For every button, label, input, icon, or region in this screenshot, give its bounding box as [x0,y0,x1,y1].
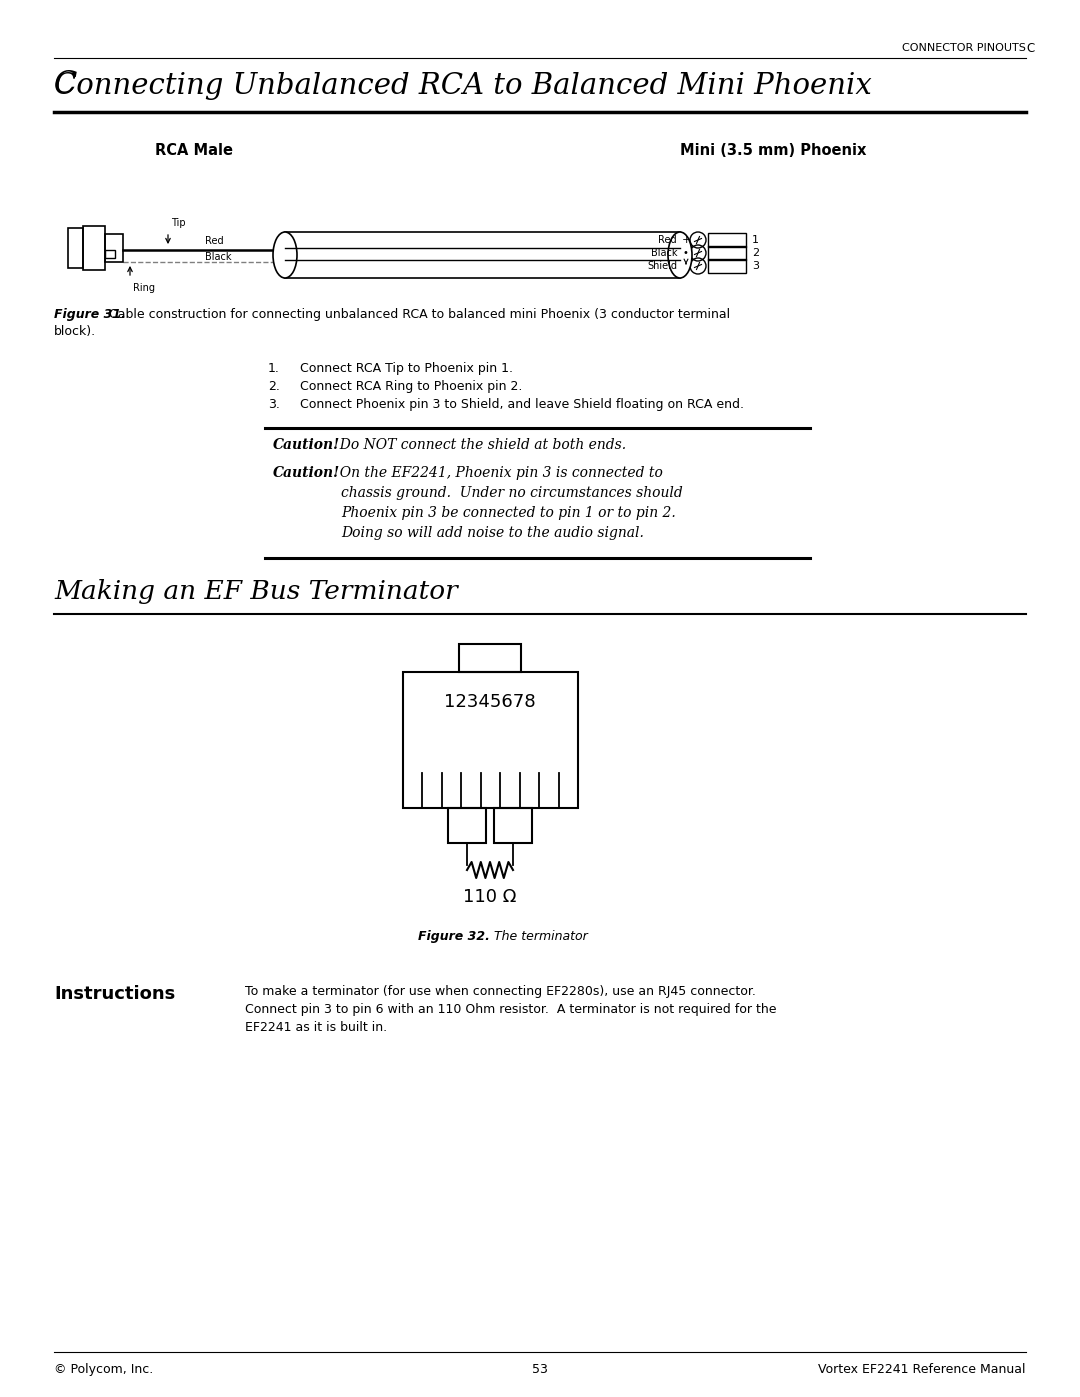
Text: Caution!: Caution! [273,439,340,453]
Text: RCA Male: RCA Male [156,142,233,158]
Bar [708,258,746,272]
Text: Red: Red [659,235,677,244]
Text: Instructions: Instructions [54,985,175,1003]
Text: Caution!: Caution! [273,467,340,481]
Text: +: + [681,235,691,244]
Text: © Polycom, Inc.: © Polycom, Inc. [54,1363,153,1376]
Text: Connect RCA Ring to Phoenix pin 2.: Connect RCA Ring to Phoenix pin 2. [300,380,523,393]
Text: C: C [54,68,78,101]
Text: chassis ground.  Under no circumstances should: chassis ground. Under no circumstances s… [341,486,683,500]
Text: Connect RCA Tip to Phoenix pin 1.: Connect RCA Tip to Phoenix pin 1. [300,362,513,374]
Text: Connecting Unbalanced RCA to Balanced Mini Phoenix: Connecting Unbalanced RCA to Balanced Mi… [54,73,872,101]
Text: Mini (3.5 mm) Phoenix: Mini (3.5 mm) Phoenix [680,142,866,158]
Text: block).: block). [54,326,96,338]
Text: Cable construction for connecting unbalanced RCA to balanced mini Phoenix (3 con: Cable construction for connecting unbala… [109,307,730,321]
Text: 3.: 3. [268,398,280,411]
Text: Making an EF Bus Terminator: Making an EF Bus Terminator [54,578,458,604]
Text: •: • [681,249,688,258]
Text: EF2241 as it is built in.: EF2241 as it is built in. [245,1021,387,1034]
Text: To make a terminator (for use when connecting EF2280s), use an RJ45 connector.: To make a terminator (for use when conne… [245,985,756,997]
Text: Figure 32.: Figure 32. [418,930,490,943]
Text: The terminator: The terminator [490,930,588,943]
Text: Figure 31.: Figure 31. [54,307,126,321]
Text: Black: Black [650,249,677,258]
Text: Black: Black [205,251,231,263]
Bar [285,232,680,278]
Text: Connect Phoenix pin 3 to Shield, and leave Shield floating on RCA end.: Connect Phoenix pin 3 to Shield, and lea… [300,398,744,411]
Bar [105,250,114,258]
Text: 1: 1 [752,235,759,244]
Text: CONNECTOR PINOUTS: CONNECTOR PINOUTS [902,43,1026,53]
Text: 12345678: 12345678 [444,693,536,711]
Text: 1.: 1. [268,362,280,374]
Text: Doing so will add noise to the audio signal.: Doing so will add noise to the audio sig… [341,527,644,541]
Bar [403,672,578,807]
Text: 3: 3 [752,261,759,271]
Bar [105,235,123,263]
Text: Shield: Shield [647,261,677,271]
Text: Red: Red [205,236,224,246]
Text: Ring: Ring [133,284,156,293]
Text: 110 Ω: 110 Ω [463,888,516,907]
Text: 2: 2 [752,249,759,258]
Text: Connect pin 3 to pin 6 with an 110 Ohm resistor.  A terminator is not required f: Connect pin 3 to pin 6 with an 110 Ohm r… [245,1003,777,1016]
Text: C: C [1026,42,1035,54]
Text: Do NOT connect the shield at both ends.: Do NOT connect the shield at both ends. [330,439,626,453]
Text: Phoenix pin 3 be connected to pin 1 or to pin 2.: Phoenix pin 3 be connected to pin 1 or t… [341,506,676,520]
Text: 53: 53 [532,1363,548,1376]
Ellipse shape [669,232,692,278]
Bar [448,807,486,842]
Bar [459,644,521,672]
Bar [83,226,105,270]
Bar [708,233,746,247]
Bar [494,807,532,842]
Text: Tip: Tip [171,218,186,228]
Text: 2.: 2. [268,380,280,393]
Bar [68,228,83,268]
Text: On the EF2241, Phoenix pin 3 is connected to: On the EF2241, Phoenix pin 3 is connecte… [330,467,663,481]
Text: Vortex EF2241 Reference Manual: Vortex EF2241 Reference Manual [819,1363,1026,1376]
Ellipse shape [273,232,297,278]
Bar [708,246,746,260]
